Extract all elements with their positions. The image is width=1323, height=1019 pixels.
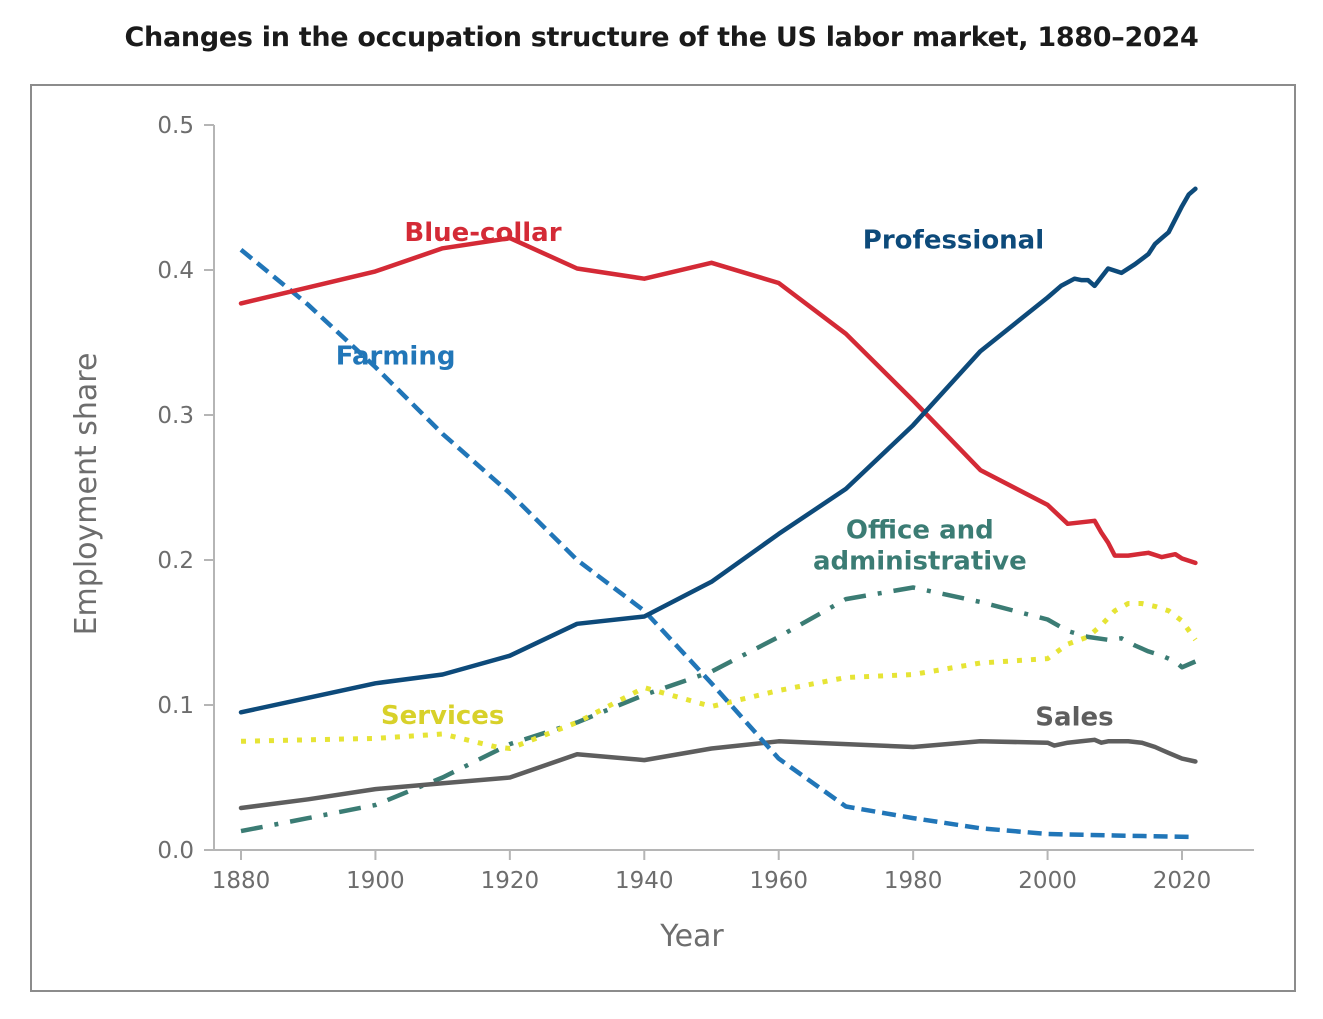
- x-axis-title: Year: [659, 919, 724, 954]
- series-lines: [238, 186, 1198, 840]
- series-line-sales: [238, 737, 1198, 811]
- axes: 0.00.10.20.30.40.5 1880 1900 1920 1940 1960 1…: [157, 113, 1254, 894]
- x-tick-label: 1880: [212, 868, 271, 894]
- series-line-office-and-administrative: [240, 585, 1197, 834]
- series-label-blue-collar: Blue-collar: [404, 218, 561, 248]
- y-tick-label: 0.0: [157, 838, 194, 864]
- series-labels: Blue-collar Professional Farming Office and…: [336, 218, 1114, 732]
- x-ticks: 1880 1900 1920 1940 1960 1980 2000 2020: [212, 850, 1212, 894]
- series-label-farming: Farming: [336, 341, 456, 371]
- series-label-professional: Professional: [863, 225, 1044, 255]
- series-label-services: Services: [381, 701, 505, 731]
- series-label-sales: Sales: [1035, 702, 1113, 732]
- y-tick-label: 0.4: [157, 258, 194, 284]
- x-tick-label: 2020: [1153, 868, 1212, 894]
- y-axis-title: Employment share: [69, 353, 104, 636]
- x-tick-label: 2000: [1018, 868, 1077, 894]
- x-tick-label: 1940: [615, 868, 674, 894]
- series-line-blue-collar: [238, 235, 1198, 566]
- series-line-farming: [239, 247, 1196, 840]
- x-tick-label: 1980: [884, 868, 943, 894]
- series-label-office-and-administrative: Office and administrative: [813, 515, 1027, 576]
- y-tick-label: 0.5: [157, 113, 194, 139]
- x-tick-label: 1920: [481, 868, 540, 894]
- chart-title: Changes in the occupation structure of t…: [124, 22, 1199, 53]
- y-tick-label: 0.3: [157, 403, 194, 429]
- y-ticks: 0.0 0.1 0.2 0.3 0.4 0.5: [157, 113, 214, 864]
- y-tick-label: 0.2: [157, 548, 194, 574]
- x-tick-label: 1960: [749, 868, 808, 894]
- chart-frame: [30, 84, 1296, 992]
- y-tick-label: 0.1: [157, 693, 194, 719]
- series-line-professional: [238, 186, 1198, 715]
- x-tick-label: 1900: [346, 868, 405, 894]
